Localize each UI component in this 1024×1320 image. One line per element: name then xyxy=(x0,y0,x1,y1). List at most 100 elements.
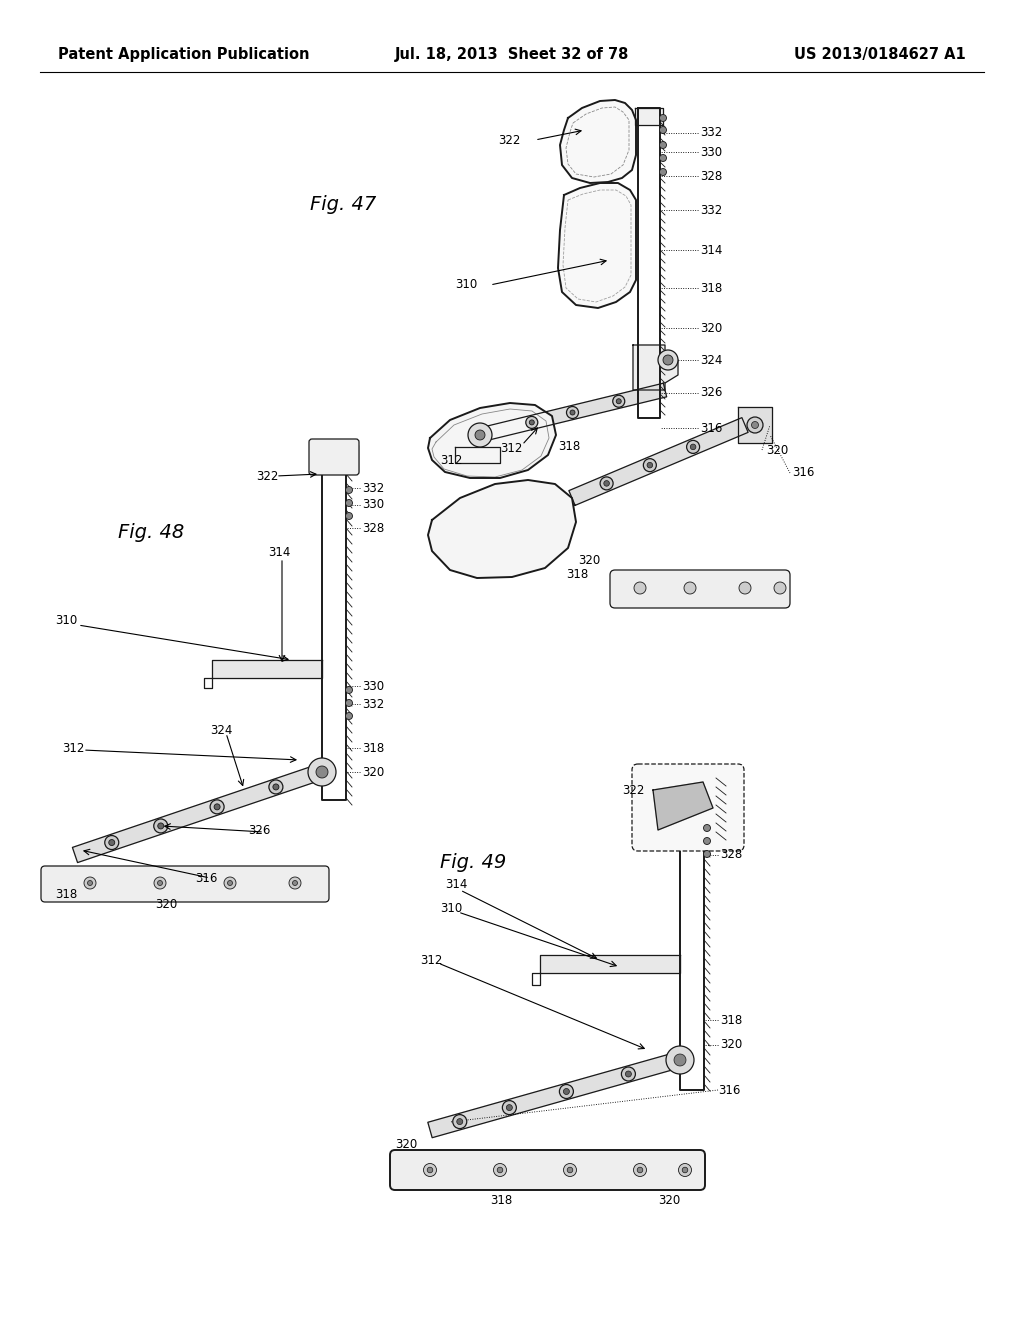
Circle shape xyxy=(703,850,711,858)
Text: 326: 326 xyxy=(248,824,270,837)
Circle shape xyxy=(659,141,667,149)
Circle shape xyxy=(269,780,283,793)
Circle shape xyxy=(227,880,232,886)
Text: 314: 314 xyxy=(268,546,291,560)
Text: 318: 318 xyxy=(490,1193,512,1206)
Circle shape xyxy=(600,477,613,490)
Circle shape xyxy=(457,1118,463,1125)
Text: 314: 314 xyxy=(445,879,467,891)
Circle shape xyxy=(622,1067,636,1081)
Circle shape xyxy=(87,880,92,886)
Polygon shape xyxy=(680,810,705,1090)
Polygon shape xyxy=(428,1052,680,1138)
Text: 328: 328 xyxy=(362,521,384,535)
Circle shape xyxy=(289,876,301,888)
Polygon shape xyxy=(738,407,772,444)
Text: 320: 320 xyxy=(578,553,600,566)
Circle shape xyxy=(659,115,667,121)
Text: 312: 312 xyxy=(420,953,442,966)
Circle shape xyxy=(154,876,166,888)
Text: 332: 332 xyxy=(362,482,384,495)
Circle shape xyxy=(752,421,759,429)
Circle shape xyxy=(345,686,352,693)
Circle shape xyxy=(559,1085,573,1098)
FancyBboxPatch shape xyxy=(41,866,329,902)
Circle shape xyxy=(674,1053,686,1067)
Circle shape xyxy=(529,420,535,425)
Circle shape xyxy=(616,399,622,404)
Text: 332: 332 xyxy=(700,203,722,216)
Circle shape xyxy=(739,582,751,594)
Circle shape xyxy=(746,417,763,433)
Circle shape xyxy=(293,880,298,886)
Circle shape xyxy=(666,1045,694,1074)
Polygon shape xyxy=(633,345,678,389)
Text: 318: 318 xyxy=(566,569,588,582)
Circle shape xyxy=(563,1089,569,1094)
Circle shape xyxy=(316,766,328,777)
Text: 310: 310 xyxy=(440,902,462,915)
Polygon shape xyxy=(310,445,358,473)
Circle shape xyxy=(506,1105,512,1110)
Circle shape xyxy=(424,1163,436,1176)
Circle shape xyxy=(659,169,667,176)
Circle shape xyxy=(158,880,163,886)
Circle shape xyxy=(214,804,220,810)
Text: 320: 320 xyxy=(658,1193,680,1206)
Circle shape xyxy=(84,876,96,888)
Circle shape xyxy=(690,444,696,450)
Text: 332: 332 xyxy=(700,127,722,140)
Text: 322: 322 xyxy=(498,133,520,147)
Text: 322: 322 xyxy=(622,784,644,796)
Polygon shape xyxy=(73,764,323,862)
Circle shape xyxy=(345,487,352,494)
Circle shape xyxy=(658,350,678,370)
Polygon shape xyxy=(50,870,319,895)
Circle shape xyxy=(637,1167,643,1172)
Circle shape xyxy=(687,441,699,453)
Circle shape xyxy=(659,154,667,161)
Circle shape xyxy=(345,512,352,520)
Text: 318: 318 xyxy=(720,1014,742,1027)
Circle shape xyxy=(498,1167,503,1172)
Circle shape xyxy=(604,480,609,486)
Circle shape xyxy=(626,1071,632,1077)
Circle shape xyxy=(647,462,652,469)
Polygon shape xyxy=(560,100,636,183)
Polygon shape xyxy=(638,108,660,418)
Circle shape xyxy=(679,1163,691,1176)
Circle shape xyxy=(475,430,485,440)
Circle shape xyxy=(158,822,164,829)
Circle shape xyxy=(643,458,656,471)
Text: 316: 316 xyxy=(792,466,814,479)
Circle shape xyxy=(494,1163,507,1176)
Circle shape xyxy=(703,825,711,832)
Text: 312: 312 xyxy=(440,454,463,466)
Text: 318: 318 xyxy=(55,888,77,902)
FancyBboxPatch shape xyxy=(390,1150,705,1191)
Text: 324: 324 xyxy=(210,723,232,737)
Text: 318: 318 xyxy=(558,440,581,453)
Text: Fig. 48: Fig. 48 xyxy=(118,523,184,541)
Circle shape xyxy=(566,407,579,418)
Circle shape xyxy=(663,355,673,366)
Text: 312: 312 xyxy=(500,441,522,454)
Text: 328: 328 xyxy=(720,849,742,862)
Circle shape xyxy=(659,127,667,133)
FancyBboxPatch shape xyxy=(610,570,790,609)
Text: 318: 318 xyxy=(700,281,722,294)
Circle shape xyxy=(154,818,168,833)
Circle shape xyxy=(703,837,711,845)
Polygon shape xyxy=(653,781,713,830)
Text: 330: 330 xyxy=(362,499,384,511)
Circle shape xyxy=(774,582,786,594)
Text: 320: 320 xyxy=(720,1039,742,1052)
Text: 318: 318 xyxy=(362,742,384,755)
Circle shape xyxy=(567,1167,572,1172)
Polygon shape xyxy=(428,480,575,578)
Circle shape xyxy=(634,582,646,594)
Text: 330: 330 xyxy=(362,680,384,693)
Text: Patent Application Publication: Patent Application Publication xyxy=(58,48,309,62)
Circle shape xyxy=(525,416,538,429)
Text: 332: 332 xyxy=(362,697,384,710)
